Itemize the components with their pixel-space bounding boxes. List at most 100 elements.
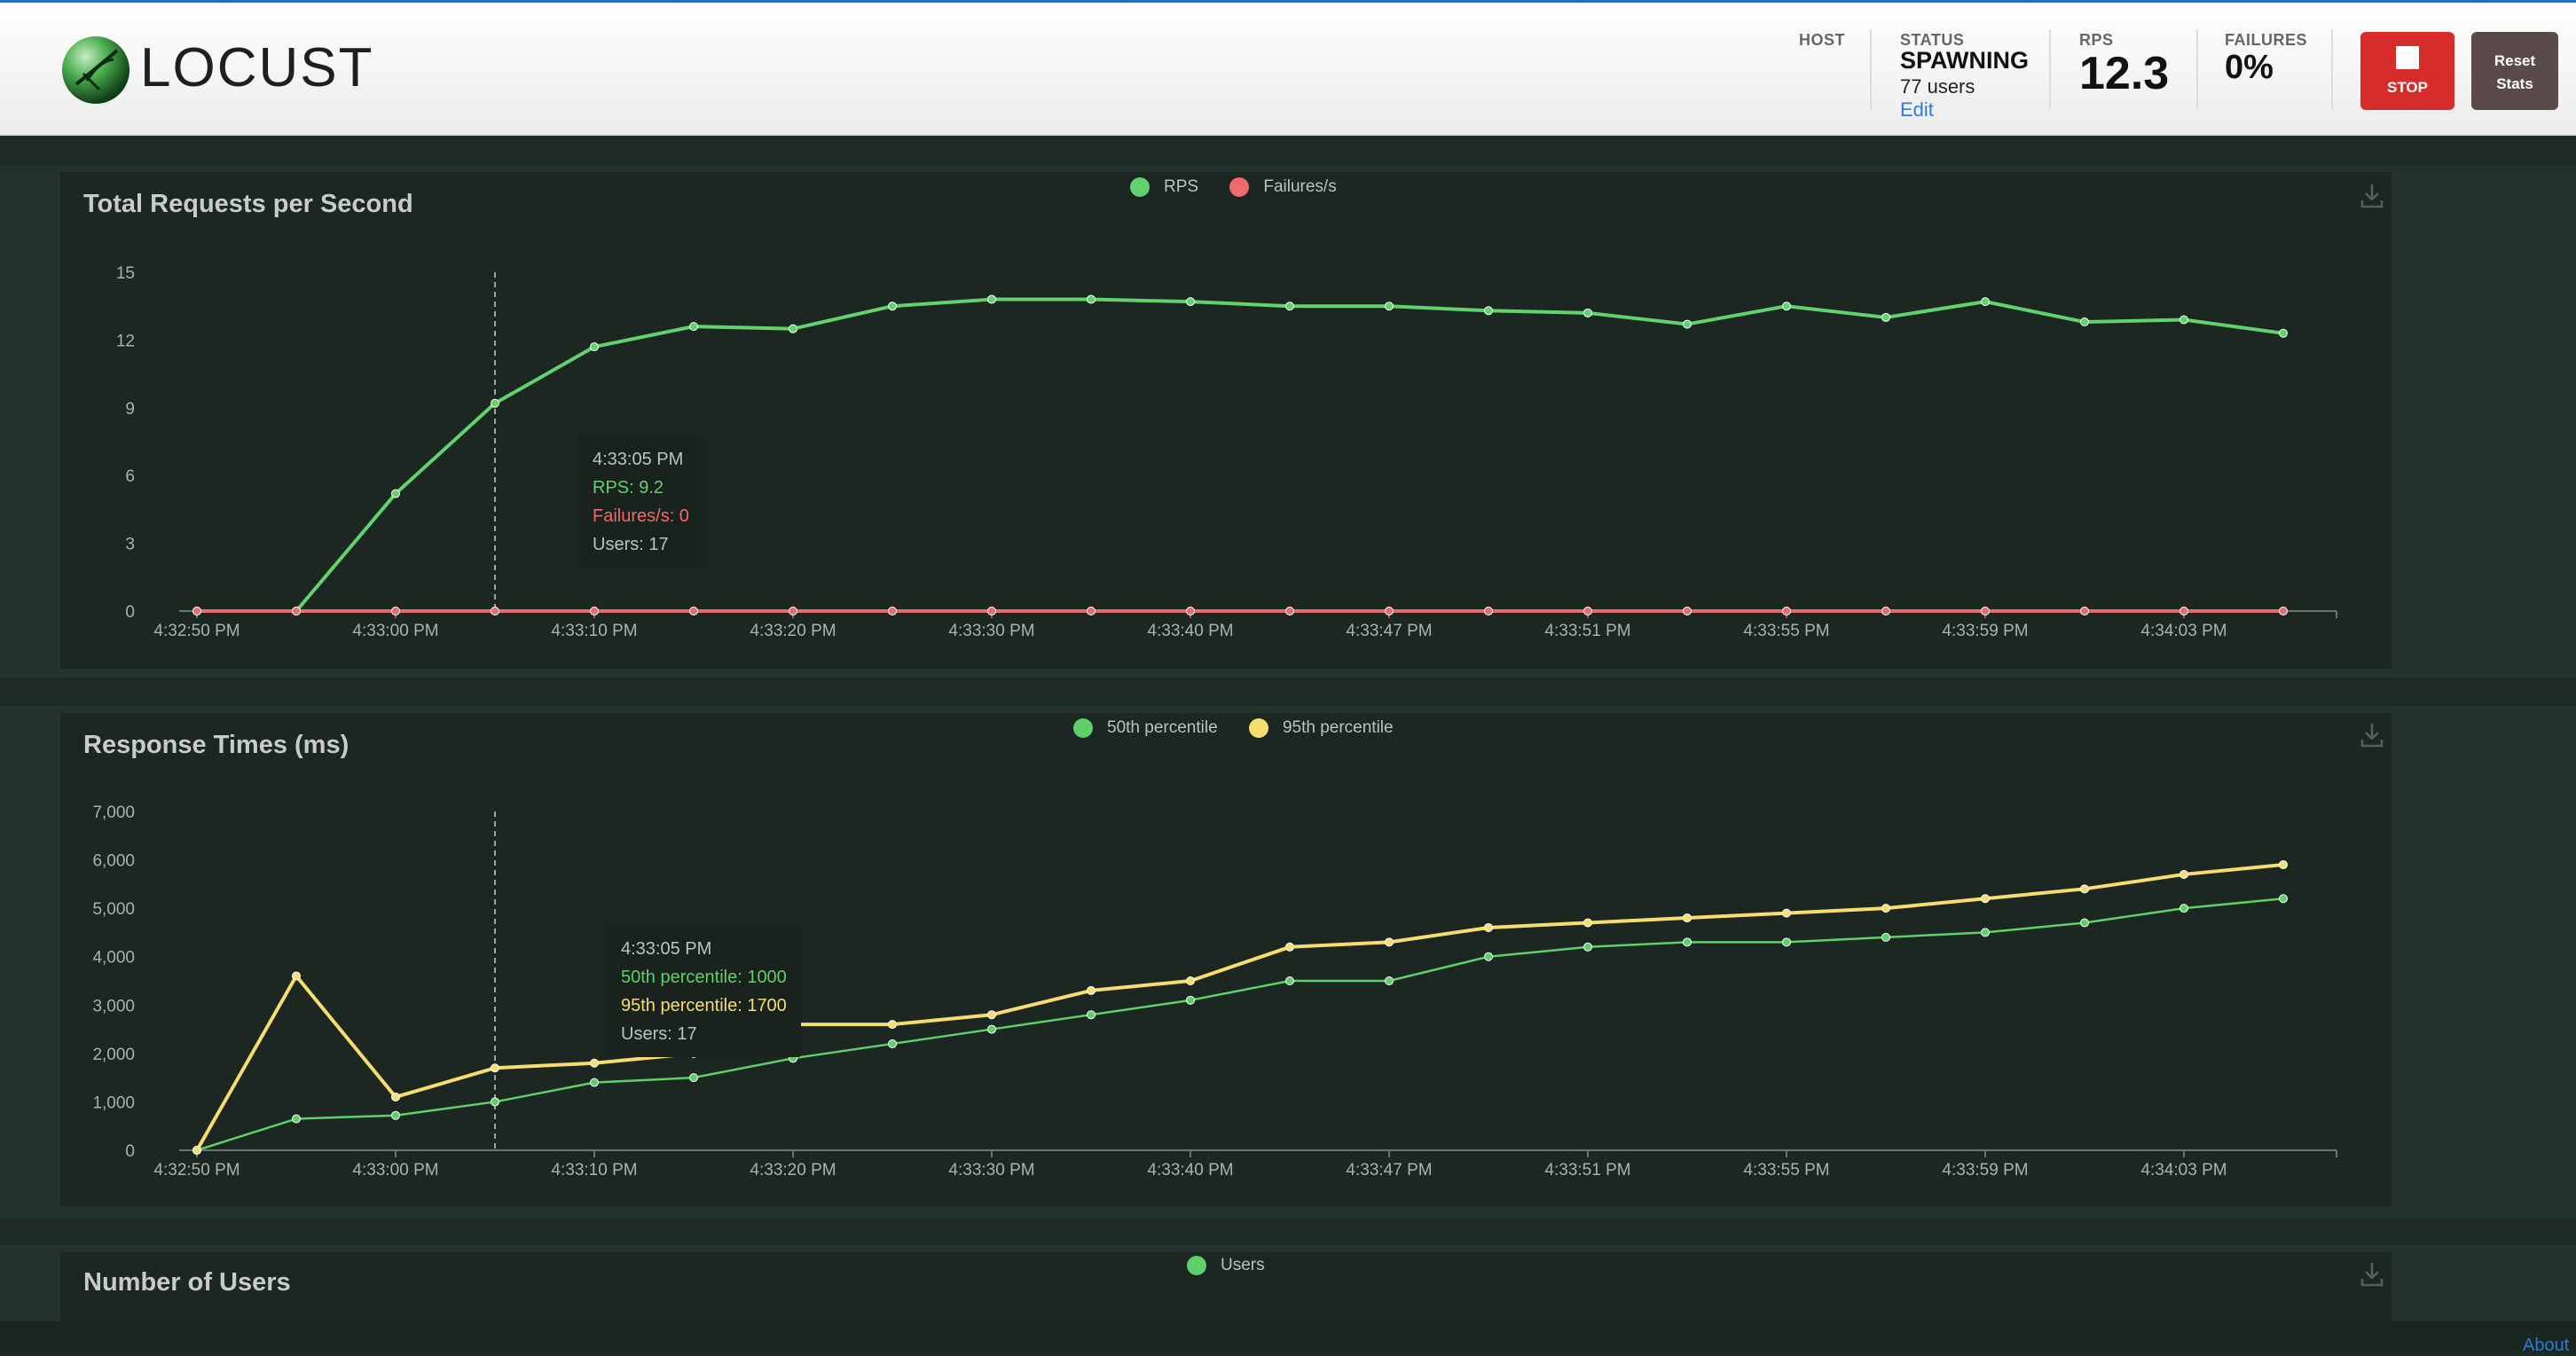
y-tick-label: 6 [125,467,135,486]
users-chart-title: Number of Users [83,1268,291,1297]
stop-button[interactable]: STOP [2360,32,2454,110]
legend-item-failures[interactable]: Failures/s [1229,177,1337,197]
data-point [491,607,499,615]
data-point [2279,860,2288,870]
legend-dot [1229,177,1250,197]
data-point [391,489,400,498]
x-tick-label: 4:33:59 PM [1942,622,2028,640]
data-point [987,607,996,615]
locust-logo-icon[interactable] [60,35,131,106]
x-tick-label: 4:33:00 PM [352,622,438,640]
stop-icon [2396,46,2419,69]
data-point [1683,319,1692,329]
reset-stats-button[interactable]: Reset Stats [2471,32,2558,110]
data-point [1087,1010,1096,1020]
edit-users-link[interactable]: Edit [1900,98,1934,121]
data-point [1385,976,1394,985]
x-tick-label: 4:33:51 PM [1544,622,1630,640]
series-line-95th-percentile [195,863,2284,1151]
x-tick-label: 4:33:47 PM [1346,622,1432,640]
data-point [2279,894,2288,904]
data-point [1583,308,1592,317]
data-point [1484,607,1493,615]
data-point [590,607,599,615]
x-tick-label: 4:32:50 PM [153,1161,240,1180]
tooltip-users: Users: 17 [621,1024,697,1044]
data-point [2279,328,2288,338]
about-link[interactable]: About [2523,1336,2570,1355]
legend-item-rps[interactable]: RPS [1130,177,1198,197]
data-point [888,1039,897,1048]
data-point [1285,302,1294,311]
y-tick-label: 3 [125,536,135,554]
data-point [192,1146,201,1155]
data-point [987,294,996,304]
data-point [1782,607,1791,615]
data-point [1583,942,1592,952]
x-tick-label: 4:33:00 PM [352,1161,438,1180]
y-tick-label: 3,000 [92,997,135,1015]
response-chart-panel: Response Times (ms) 50th percentile 95th… [60,713,2391,1206]
data-point [491,1063,499,1073]
x-tick-label: 4:33:51 PM [1544,1161,1630,1180]
data-point [292,1114,301,1124]
rps-value: 12.3 [2079,48,2170,99]
tooltip-time: 4:33:05 PM [621,939,712,959]
top-accent-line [0,0,2576,3]
download-icon[interactable] [2360,1261,2384,1288]
x-tick-label: 4:33:10 PM [551,1161,637,1180]
failures-value: 0% [2225,49,2274,86]
x-tick-label: 4:33:30 PM [948,622,1034,640]
users-chart-legend: Users [1187,1256,1292,1275]
data-point [1881,904,1890,913]
legend-dot [1187,1256,1206,1275]
y-tick-label: 6,000 [92,852,135,871]
data-point [888,1020,897,1030]
legend-label: Failures/s [1263,177,1337,197]
y-tick-label: 12 [116,332,135,350]
legend-item-p50[interactable]: 50th percentile [1073,718,1218,738]
data-point [1484,922,1493,932]
data-point [1683,937,1692,947]
x-tick-label: 4:33:59 PM [1942,1161,2028,1180]
data-point [689,607,698,615]
rps-label: RPS [2079,31,2114,49]
data-point [391,1110,400,1120]
legend-dot [1248,718,1268,738]
y-tick-label: 4,000 [92,949,135,968]
response-chart-legend: 50th percentile 95th percentile [1073,718,1420,738]
x-tick-label: 4:33:40 PM [1147,622,1233,640]
x-tick-label: 4:32:50 PM [153,622,240,640]
x-tick-label: 4:33:47 PM [1346,1161,1432,1180]
data-point [590,342,599,352]
data-point [2179,315,2188,325]
data-point [888,607,897,615]
reset-stats-label: Reset Stats [2471,50,2558,96]
y-tick-label: 15 [116,264,135,283]
y-tick-label: 1,000 [92,1093,135,1112]
host-label: HOST [1799,31,1846,49]
tooltip-p50: 50th percentile: 1000 [621,968,787,987]
y-tick-label: 0 [125,603,135,622]
x-tick-label: 4:33:20 PM [750,1161,836,1180]
data-point [590,1078,599,1087]
data-point [2179,607,2188,615]
tooltip-rps: RPS: 9.2 [593,478,664,498]
data-point [1881,312,1890,322]
data-point [1981,928,1990,937]
legend-item-p95[interactable]: 95th percentile [1248,718,1394,738]
legend-label: 95th percentile [1282,718,1394,738]
legend-item-users[interactable]: Users [1187,1256,1265,1275]
rps-chart-tooltip: 4:33:05 PM RPS: 9.2 Failures/s: 0 Users:… [578,436,703,568]
download-icon[interactable] [2360,722,2384,749]
data-point [1385,302,1394,311]
data-point [491,398,499,408]
data-point [1385,607,1394,615]
data-point [1186,995,1195,1005]
tooltip-time: 4:33:05 PM [593,450,684,469]
y-tick-label: 9 [125,400,135,419]
data-point [987,1024,996,1034]
x-tick-label: 4:33:10 PM [551,622,637,640]
download-icon[interactable] [2360,183,2384,209]
data-point [391,607,400,615]
